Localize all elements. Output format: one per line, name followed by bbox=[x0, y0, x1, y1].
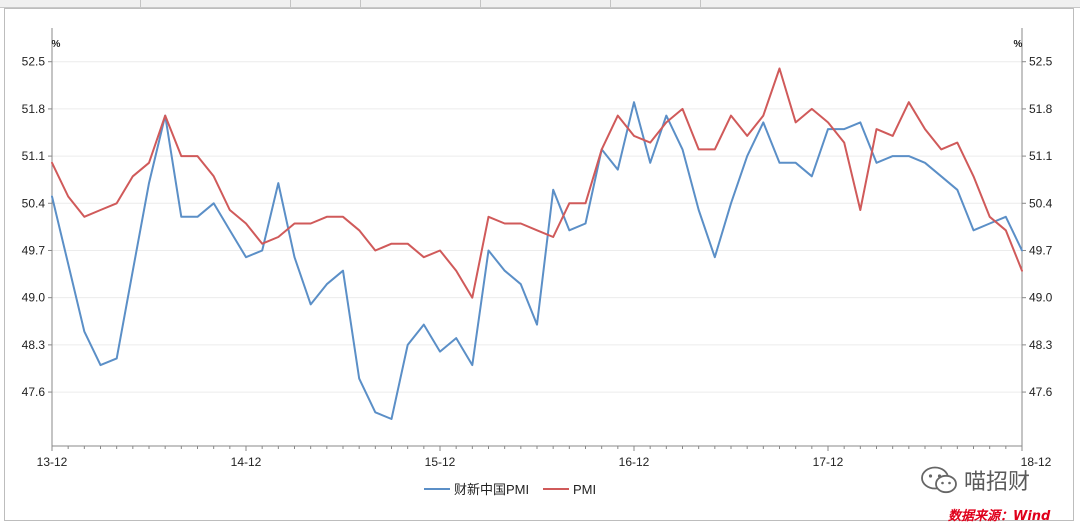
y-tick-label-left: 51.1 bbox=[22, 149, 46, 163]
x-tick-label: 16-12 bbox=[619, 455, 650, 469]
wechat-icon bbox=[921, 466, 957, 494]
x-tick-label: 14-12 bbox=[231, 455, 262, 469]
series-line-pmi bbox=[51, 67, 1023, 299]
series bbox=[51, 67, 1023, 420]
chart-frame bbox=[4, 8, 1074, 521]
legend-label-pmi: PMI bbox=[573, 482, 596, 497]
x-tick-label: 18-12 bbox=[1021, 455, 1052, 469]
toolbar-separator bbox=[480, 0, 481, 7]
y-tick-label-right: 48.3 bbox=[1029, 338, 1053, 352]
toolbar-separator bbox=[700, 0, 701, 7]
toolbar-separator bbox=[140, 0, 141, 7]
y-tick-label-left: 51.8 bbox=[22, 102, 46, 116]
axes: 47.6 47.6 48.3 48.3 49.0 49.0 49.7 49.7 50.4 50.4… bbox=[22, 28, 1053, 469]
y-tick-label-right: 49.0 bbox=[1029, 291, 1053, 305]
y-tick-label-left: 50.4 bbox=[22, 196, 46, 210]
y-tick-label-right: 47.6 bbox=[1029, 385, 1053, 399]
y-tick-label-left: 47.6 bbox=[22, 385, 46, 399]
grid bbox=[52, 61, 1022, 393]
toolbar-separator bbox=[290, 0, 291, 7]
toolbar-separator bbox=[360, 0, 361, 7]
x-tick-label: 17-12 bbox=[813, 455, 844, 469]
y-tick-label-left: 52.5 bbox=[22, 55, 46, 69]
legend-label-caixin: 财新中国PMI bbox=[454, 482, 529, 497]
x-tick-label: 13-12 bbox=[37, 455, 68, 469]
watermark-text: 喵招财 bbox=[964, 470, 1031, 495]
y-tick-label-left: 49.7 bbox=[22, 243, 46, 257]
watermark: 喵招财 bbox=[920, 462, 1030, 498]
y-tick-label-left: 48.3 bbox=[22, 338, 46, 352]
data-source-label: 数据来源：Wind bbox=[948, 509, 1051, 524]
toolbar-separator bbox=[610, 0, 611, 7]
legend: 财新中国PMI PMI bbox=[424, 482, 596, 497]
y-tick-label-right: 49.7 bbox=[1029, 243, 1053, 257]
y-tick-label-right: 52.5 bbox=[1029, 55, 1053, 69]
y-tick-label-right: 51.8 bbox=[1029, 102, 1053, 116]
y-tick-label-right: 51.1 bbox=[1029, 149, 1053, 163]
y-tick-label-left: 49.0 bbox=[22, 291, 46, 305]
y-tick-label-right: 50.4 bbox=[1029, 196, 1053, 210]
y-axis-unit-left: % bbox=[52, 39, 61, 50]
toolbar bbox=[0, 0, 1080, 8]
series-line-caixin bbox=[51, 101, 1023, 420]
x-tick-label: 15-12 bbox=[425, 455, 456, 469]
y-axis-unit-right: % bbox=[1014, 39, 1023, 50]
